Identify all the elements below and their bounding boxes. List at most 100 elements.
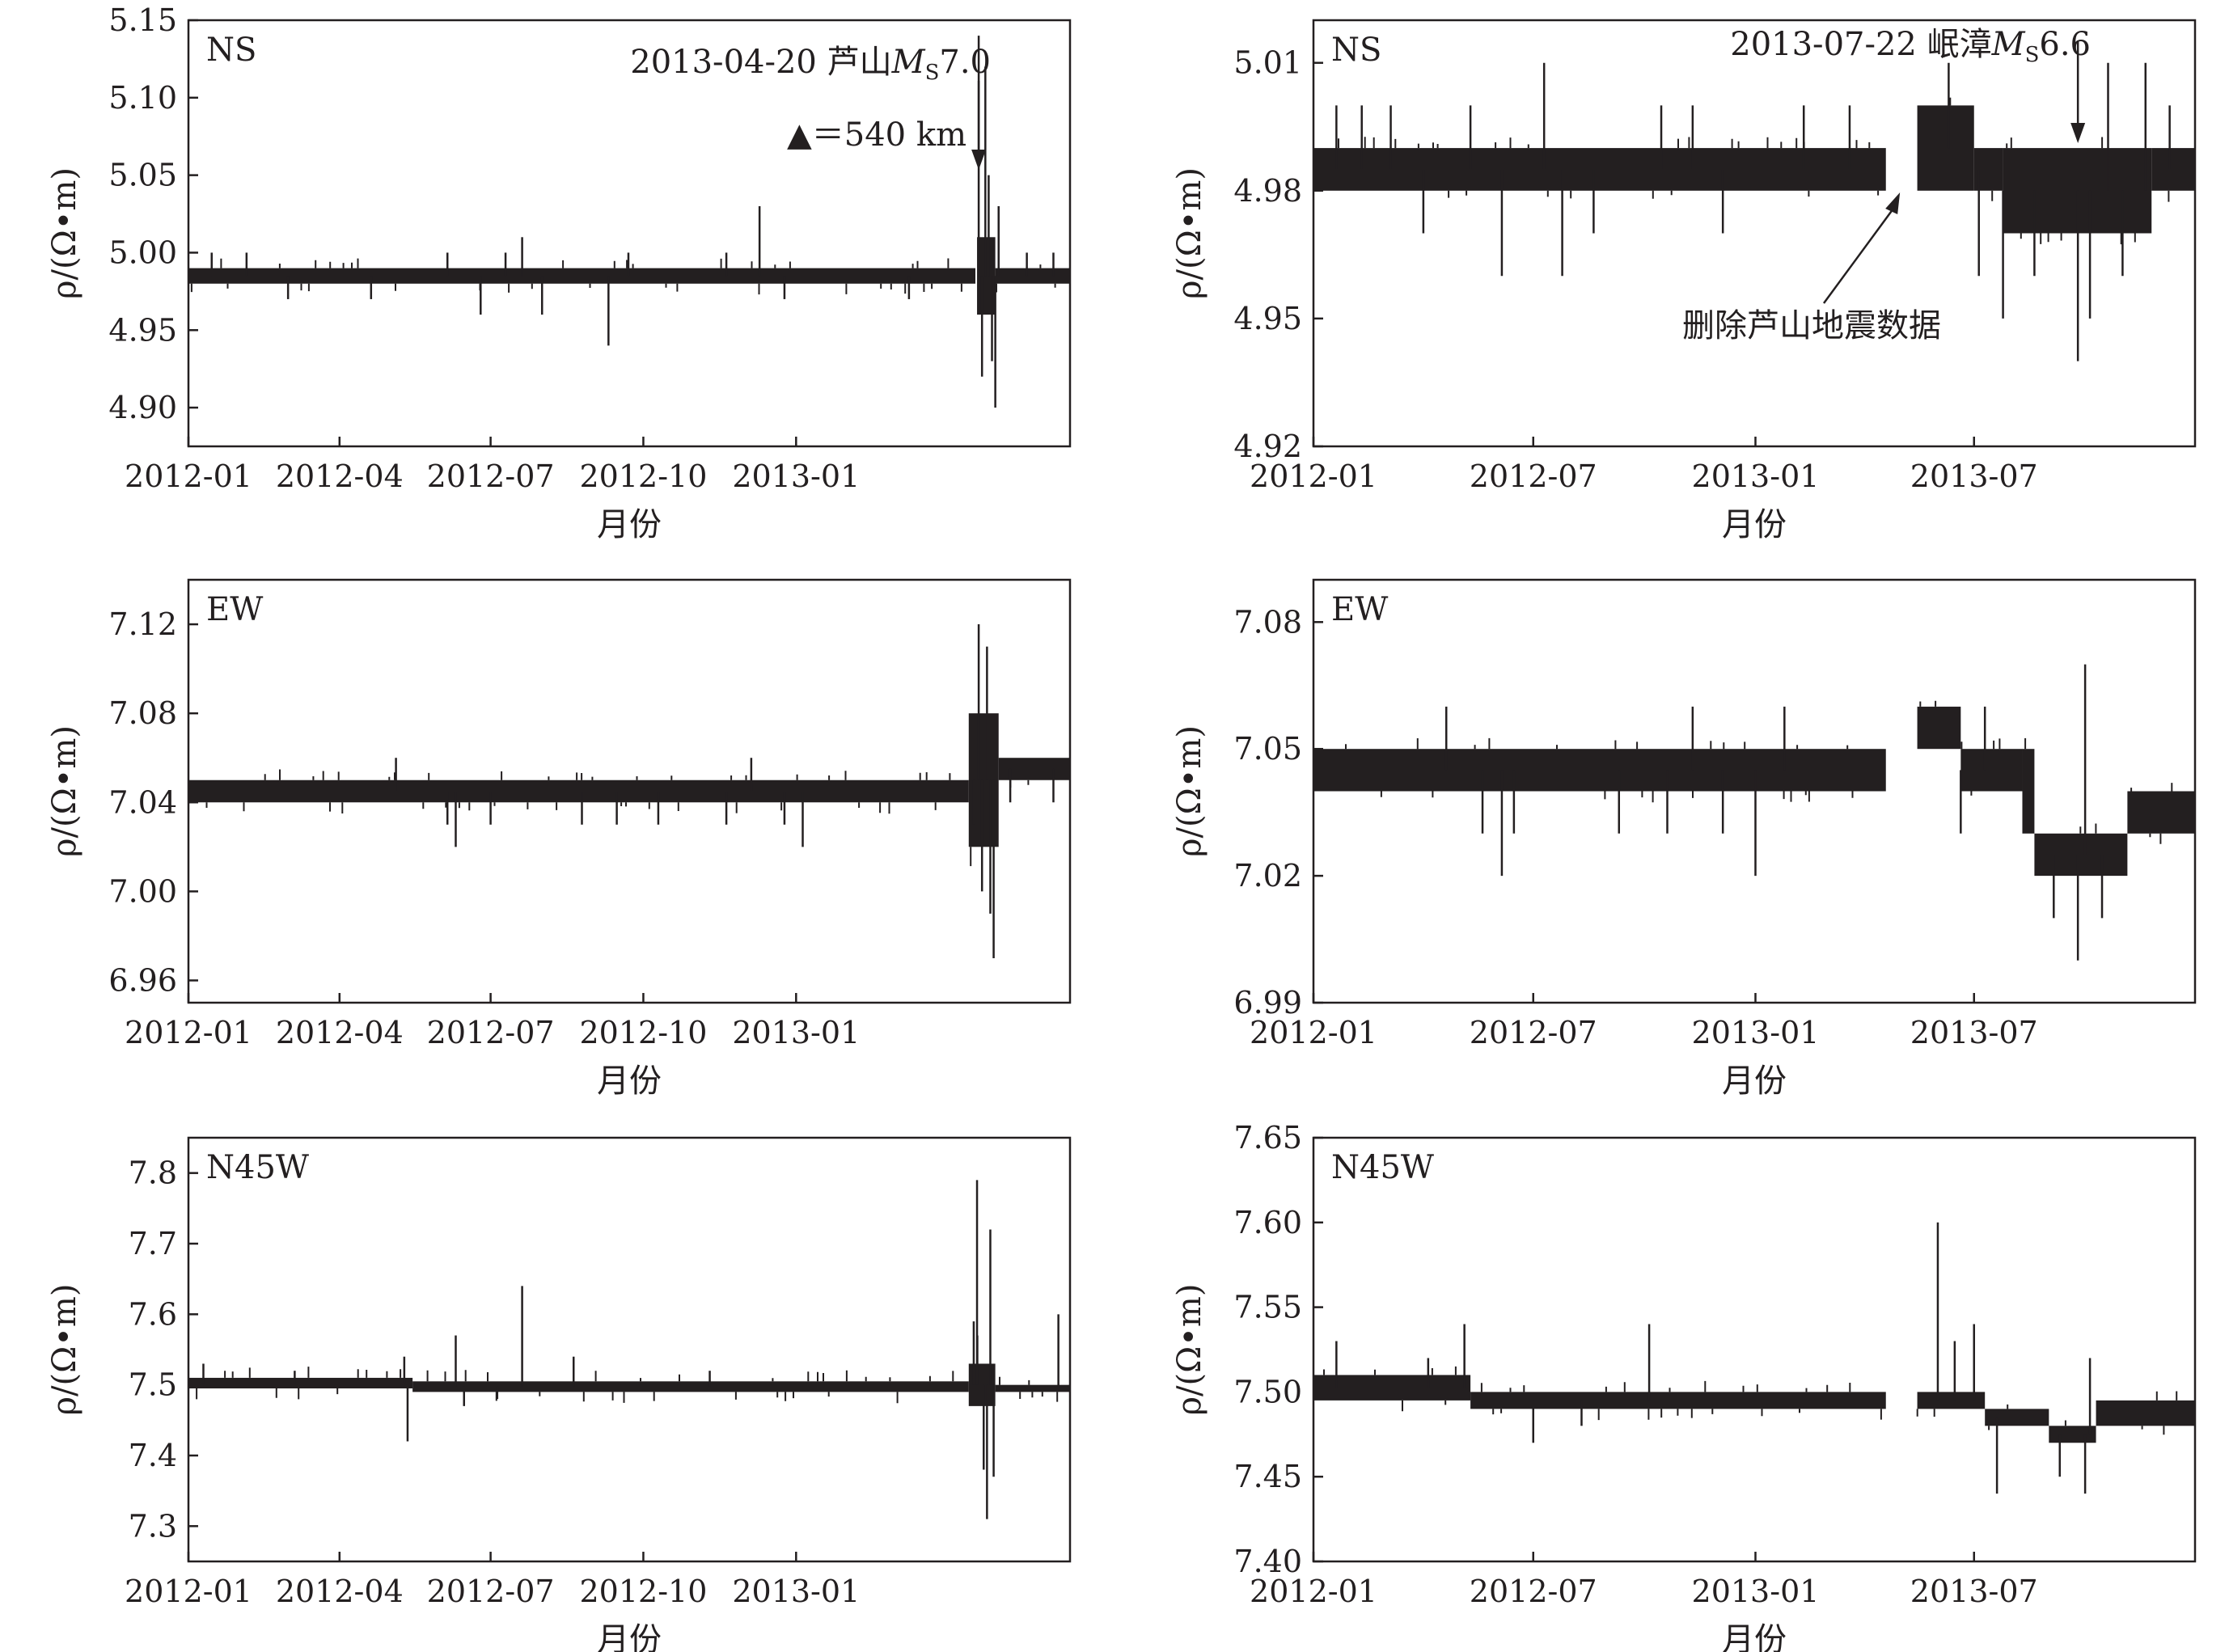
trace-band-texture <box>2006 137 2136 245</box>
y-tick-label: 4.92 <box>1233 429 1302 464</box>
distance-marker: ▲ <box>787 116 812 154</box>
x-tick-label: 2012-04 <box>276 1574 404 1609</box>
event-magnitude-value: 6.6 <box>2039 26 2091 63</box>
x-tick-label: 2012-07 <box>1470 1015 1597 1050</box>
x-tick-label: 2012-01 <box>1250 1015 1377 1050</box>
trace-band-texture <box>1345 737 1854 803</box>
trace-band-texture <box>1988 1404 2009 1430</box>
distance-label: ▲＝540 km <box>787 116 966 154</box>
y-tick-label: 7.6 <box>129 1296 177 1332</box>
y-tick-label: 7.5 <box>129 1367 177 1403</box>
trace <box>1313 664 2195 961</box>
gap-arrow-shaft <box>1822 205 1897 304</box>
x-tick-label: 2012-07 <box>427 458 555 494</box>
x-tick-label: 2013-01 <box>732 1015 860 1050</box>
chart-panel-ns-right: 4.92 4.95 4.98 5.01 2012-01 2012-07 2013-01 201… <box>1171 19 2197 543</box>
trace-band-texture <box>205 769 951 814</box>
y-tick-label: 4.95 <box>1233 301 1302 336</box>
plot-frame <box>1312 1136 2197 1563</box>
event-magnitude-subscript: S <box>2025 43 2040 67</box>
trace-band <box>2151 148 2195 191</box>
x-tick-label: 2012-01 <box>125 1574 252 1609</box>
trace-band <box>188 268 975 284</box>
y-tick-label: 7.12 <box>108 606 177 642</box>
event-title-prefix: 2013-07-22 岷漳 <box>1730 26 1991 63</box>
trace-band-texture <box>2141 1391 2178 1435</box>
x-tick-label: 2012-07 <box>427 1015 555 1050</box>
y-tick-label: 7.04 <box>108 784 177 820</box>
y-tick-label: 6.99 <box>1233 985 1302 1020</box>
trace-tail-band-texture <box>996 264 1056 293</box>
y-tick-label: 7.50 <box>1233 1374 1302 1409</box>
x-axis-title: 月份 <box>597 1063 662 1100</box>
event-magnitude-value: 7.0 <box>939 44 991 81</box>
y-tick-label: 7.3 <box>129 1508 177 1544</box>
x-tick-label: 2013-01 <box>1692 458 1820 494</box>
x-tick-label: 2013-07 <box>1910 1015 2038 1050</box>
x-tick-label: 2013-01 <box>732 1574 860 1609</box>
chart-panel-ew-left: 6.96 7.00 7.04 7.08 7.12 2012-01 2012-04 2012-0… <box>46 578 1072 1100</box>
trace-tail-band-texture <box>999 1376 1059 1402</box>
y-tick-label: 7.4 <box>129 1438 177 1473</box>
trace-band-texture <box>1916 1409 1935 1417</box>
trace-tail-band <box>995 268 1070 284</box>
event-title-prefix: 2013-04-20 芦山 <box>630 44 891 81</box>
y-tick-label: 7.45 <box>1233 1459 1302 1494</box>
trace-tail-band <box>995 1384 1070 1392</box>
plot-frame <box>1312 19 2197 448</box>
trace-band-texture <box>1480 1380 1882 1421</box>
trace-band-texture <box>196 1367 402 1400</box>
trace-band-texture <box>426 1370 954 1404</box>
gap-arrow-head <box>1885 192 1901 214</box>
trace-band <box>1917 1392 1986 1409</box>
y-tick-label: 5.01 <box>1233 45 1302 81</box>
trace-band <box>1960 749 2023 792</box>
x-tick-label: 2012-10 <box>579 1015 707 1050</box>
y-tick-label: 5.05 <box>108 158 177 193</box>
y-tick-label: 7.55 <box>1233 1290 1302 1325</box>
y-tick-label: 4.95 <box>108 312 177 348</box>
x-axis-title: 月份 <box>1722 1063 1787 1100</box>
x-axis-title: 月份 <box>597 1621 662 1652</box>
trace-band-texture <box>1960 738 2001 796</box>
gap-note: 删除芦山地震数据 <box>1682 307 1941 344</box>
event-annotation: 2013-07-22 岷漳MS6.6 删除芦山地震数据 <box>1682 26 2091 344</box>
trace-band <box>1313 1375 1471 1401</box>
chart-panel-ew-right: 6.99 7.02 7.05 7.08 2012-01 2012-07 2013-01 201… <box>1171 578 2197 1100</box>
trace <box>1313 1222 2195 1494</box>
y-axis-title: ρ/(Ω•m) <box>46 725 83 857</box>
trace-band <box>1917 105 1974 191</box>
trace-band <box>1313 749 1886 792</box>
event-title: 2013-04-20 芦山MS7.0 <box>630 44 991 85</box>
y-tick-label: 5.10 <box>108 80 177 116</box>
trace-band <box>1470 1392 1886 1409</box>
trace <box>188 1180 1070 1519</box>
y-tick-label: 5.15 <box>108 2 177 38</box>
trace-band <box>2096 1400 2195 1426</box>
panel-label: NS <box>1331 32 1381 69</box>
x-tick-label: 2013-01 <box>1692 1015 1820 1050</box>
x-axis-title: 月份 <box>597 506 662 543</box>
x-tick-label: 2013-01 <box>1692 1574 1820 1609</box>
trace-band <box>188 1377 413 1389</box>
y-tick-label: 7.00 <box>108 873 177 909</box>
event-arrow-head <box>971 150 987 170</box>
chart-panel-n45w-left: 7.3 7.4 7.5 7.6 7.7 7.8 2012-01 2012-04 2012-07 2… <box>46 1136 1072 1652</box>
y-tick-label: 4.90 <box>108 390 177 425</box>
y-tick-label: 7.7 <box>129 1226 177 1261</box>
x-tick-label: 2012-07 <box>427 1574 555 1609</box>
y-tick-label: 7.05 <box>1233 731 1302 767</box>
trace <box>188 624 1070 958</box>
chart-panel-n45w-right: 7.40 7.45 7.50 7.55 7.60 7.65 2012-01 2012-07 20… <box>1171 1120 2197 1652</box>
y-tick-label: 7.08 <box>108 695 177 731</box>
y-tick-label: 7.08 <box>1233 604 1302 640</box>
panel-label: NS <box>206 32 256 69</box>
trace-band <box>1313 148 1886 191</box>
chart-panel-ns-left: 4.90 4.95 5.00 5.05 5.10 5.15 2012-01 2012-04 20… <box>46 2 1072 543</box>
x-tick-label: 2013-01 <box>732 458 860 494</box>
panel-label: N45W <box>1331 1149 1434 1186</box>
plot-frame <box>187 19 1072 448</box>
x-axis-title: 月份 <box>1722 1621 1787 1652</box>
y-axis-title: ρ/(Ω•m) <box>1171 167 1208 299</box>
